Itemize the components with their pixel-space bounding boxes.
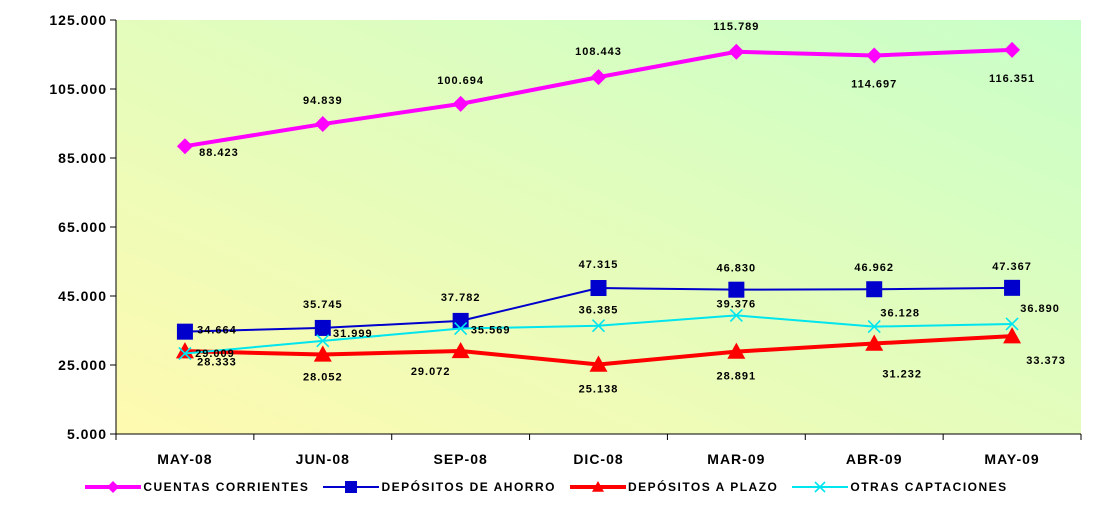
data-label: 36.890 — [1020, 303, 1060, 315]
legend-item: OTRAS CAPTACIONES — [792, 477, 1007, 497]
data-point — [727, 342, 746, 359]
x-tick-label: JUN-08 — [296, 451, 350, 467]
data-point — [590, 69, 607, 86]
data-label: 115.789 — [713, 21, 759, 33]
data-label: 33.373 — [1026, 355, 1066, 367]
legend-item: DEPÓSITOS A PLAZO — [569, 477, 779, 497]
data-point — [728, 43, 745, 60]
y-tick-label: 105.000 — [49, 81, 107, 97]
series-otras-captaciones — [178, 308, 1019, 361]
legend-label: OTRAS CAPTACIONES — [850, 480, 1008, 494]
data-point — [176, 323, 193, 340]
legend: CUENTAS CORRIENTES DEPÓSITOS DE AHORRO DEP… — [0, 475, 1093, 499]
data-point — [1004, 279, 1021, 296]
data-point — [313, 345, 332, 362]
legend-label: DEPÓSITOS A PLAZO — [627, 480, 779, 494]
data-point — [865, 334, 884, 351]
data-label: 39.376 — [717, 298, 757, 310]
data-point — [589, 355, 608, 372]
x-tick-label: SEP-08 — [434, 451, 488, 467]
x-tick-label: DIC-08 — [573, 451, 623, 467]
data-label: 114.697 — [851, 79, 897, 91]
y-tick-label: 5.000 — [67, 426, 107, 442]
data-point — [866, 281, 883, 298]
data-point — [590, 280, 607, 297]
data-label: 88.423 — [199, 147, 239, 159]
x-tick-label: MAY-08 — [157, 451, 212, 467]
y-tick-label: 125.000 — [49, 12, 107, 28]
legend-swatch — [569, 481, 626, 492]
data-label: 29.009 — [195, 348, 235, 360]
data-label: 36.128 — [880, 308, 920, 320]
data-point — [591, 319, 606, 333]
data-point — [176, 138, 193, 155]
data-labels: 88.423 94.839 100.694 108.443 115.789 114.697… — [195, 21, 1066, 396]
series-layer — [175, 41, 1022, 372]
line-chart: 5.000 25.000 45.000 65.000 85.000 105.000 125.… — [49, 12, 1082, 467]
legend-label: DEPÓSITOS DE AHORRO — [381, 480, 556, 494]
data-label: 47.315 — [579, 259, 619, 271]
data-point — [729, 308, 743, 322]
y-tick-label: 85.000 — [58, 150, 107, 166]
x-tick-label: ABR-09 — [846, 451, 903, 467]
data-point — [866, 47, 883, 64]
y-tick-label: 65.000 — [58, 219, 107, 235]
data-label: 28.333 — [197, 357, 237, 369]
data-label: 31.999 — [333, 328, 373, 340]
x-tick-label: MAY-09 — [984, 451, 1039, 467]
data-label: 36.385 — [579, 305, 619, 317]
data-label: 37.782 — [441, 292, 481, 304]
legend-item: CUENTAS CORRIENTES — [85, 477, 309, 497]
series-dep-sitos-de-ahorro — [176, 279, 1021, 340]
data-point — [454, 321, 468, 336]
axes: 5.000 25.000 45.000 65.000 85.000 105.000 125.… — [49, 12, 1082, 467]
data-point — [1005, 317, 1019, 331]
data-label: 94.839 — [303, 95, 343, 107]
data-point — [175, 342, 194, 359]
data-point — [314, 116, 331, 133]
data-point — [316, 334, 330, 348]
data-label: 35.569 — [471, 325, 511, 337]
legend-item: DEPÓSITOS DE AHORRO — [323, 477, 556, 497]
series-dep-sitos-a-plazo — [175, 327, 1022, 372]
data-point — [1004, 41, 1021, 58]
x-tick-label: MAR-09 — [707, 451, 765, 467]
data-label: 25.138 — [579, 384, 619, 396]
data-point — [728, 281, 745, 298]
data-point — [452, 312, 469, 329]
data-point — [178, 346, 192, 361]
series-cuentas-corrientes — [176, 41, 1021, 155]
data-label: 46.830 — [717, 263, 757, 275]
legend-label: CUENTAS CORRIENTES — [143, 480, 310, 494]
data-label: 108.443 — [575, 46, 622, 58]
data-label: 47.367 — [992, 261, 1032, 273]
data-label: 28.052 — [303, 371, 343, 383]
y-tick-label: 45.000 — [58, 288, 107, 304]
legend-swatch — [792, 481, 849, 493]
data-label: 28.891 — [717, 371, 757, 383]
data-point — [867, 320, 881, 334]
data-label: 34.664 — [197, 325, 237, 337]
y-tick-label: 25.000 — [58, 357, 107, 373]
data-label: 29.072 — [411, 366, 451, 378]
data-point — [1003, 327, 1022, 344]
data-label: 100.694 — [437, 75, 484, 87]
data-label: 35.745 — [303, 299, 343, 311]
data-label: 46.962 — [854, 262, 894, 274]
legend-swatch — [85, 481, 142, 493]
data-point — [451, 341, 470, 359]
data-point — [452, 95, 469, 112]
data-point — [314, 319, 331, 336]
data-label: 31.232 — [882, 368, 922, 380]
data-label: 116.351 — [989, 73, 1035, 85]
legend-swatch — [323, 481, 380, 493]
